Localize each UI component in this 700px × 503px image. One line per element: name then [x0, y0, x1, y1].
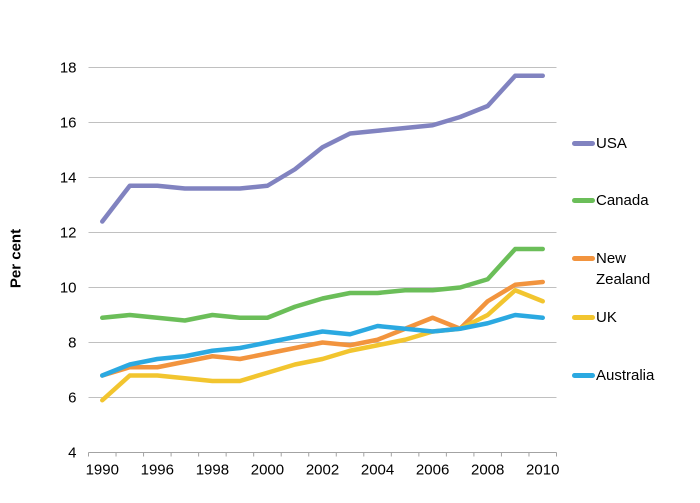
legend-swatch-usa: [572, 141, 595, 146]
legend-label-australia: Australia: [596, 367, 655, 384]
y-axis-tick-label: 16: [60, 115, 77, 132]
series-line-australia: [100, 312, 545, 378]
legend-swatch-new-zealand: [572, 256, 595, 261]
x-axis-tick-label: 1996: [141, 462, 174, 479]
x-axis-tick-label: 1998: [196, 462, 229, 479]
legend-label-usa: USA: [596, 135, 627, 152]
legend-item-canada: Canada: [572, 190, 649, 211]
y-axis-title: Per cent: [7, 228, 25, 289]
legend-item-australia: Australia: [572, 365, 654, 386]
legend-label-uk: UK: [596, 309, 617, 326]
legend-swatch-canada: [572, 198, 595, 203]
x-axis-tick-label: 2002: [306, 462, 339, 479]
legend-item-new-zealand: New Zealand: [572, 248, 658, 290]
x-axis-tick-label: 2004: [361, 462, 394, 479]
x-axis-tick-label: 2008: [471, 462, 504, 479]
legend-item-usa: USA: [572, 133, 627, 154]
y-axis-tick-label: 8: [68, 335, 76, 352]
series-line-new-zealand: [100, 279, 545, 378]
y-axis-tick-label: 4: [68, 445, 76, 462]
x-axis-tick-label: 1990: [86, 462, 119, 479]
x-axis-tick-label: 2010: [526, 462, 559, 479]
legend-swatch-australia: [572, 373, 595, 378]
x-axis-tick-label: 2000: [251, 462, 284, 479]
y-axis-tick-label: 18: [60, 60, 77, 77]
series-line-uk: [100, 288, 545, 403]
legend: USA Canada New Zealand UK Australia: [572, 0, 698, 503]
x-axis-tick-label: 2006: [416, 462, 449, 479]
y-axis-tick-label: 12: [60, 225, 77, 242]
legend-label-canada: Canada: [596, 192, 649, 209]
series-line-usa: [100, 73, 545, 224]
y-axis-tick-label: 10: [60, 280, 77, 297]
y-axis-tick-label: 6: [68, 390, 76, 407]
y-axis-tick-label: 14: [60, 170, 77, 187]
legend-swatch-uk: [572, 315, 595, 320]
series-line-canada: [100, 246, 545, 323]
legend-label-new-zealand: New Zealand: [596, 250, 651, 288]
legend-item-uk: UK: [572, 307, 617, 328]
